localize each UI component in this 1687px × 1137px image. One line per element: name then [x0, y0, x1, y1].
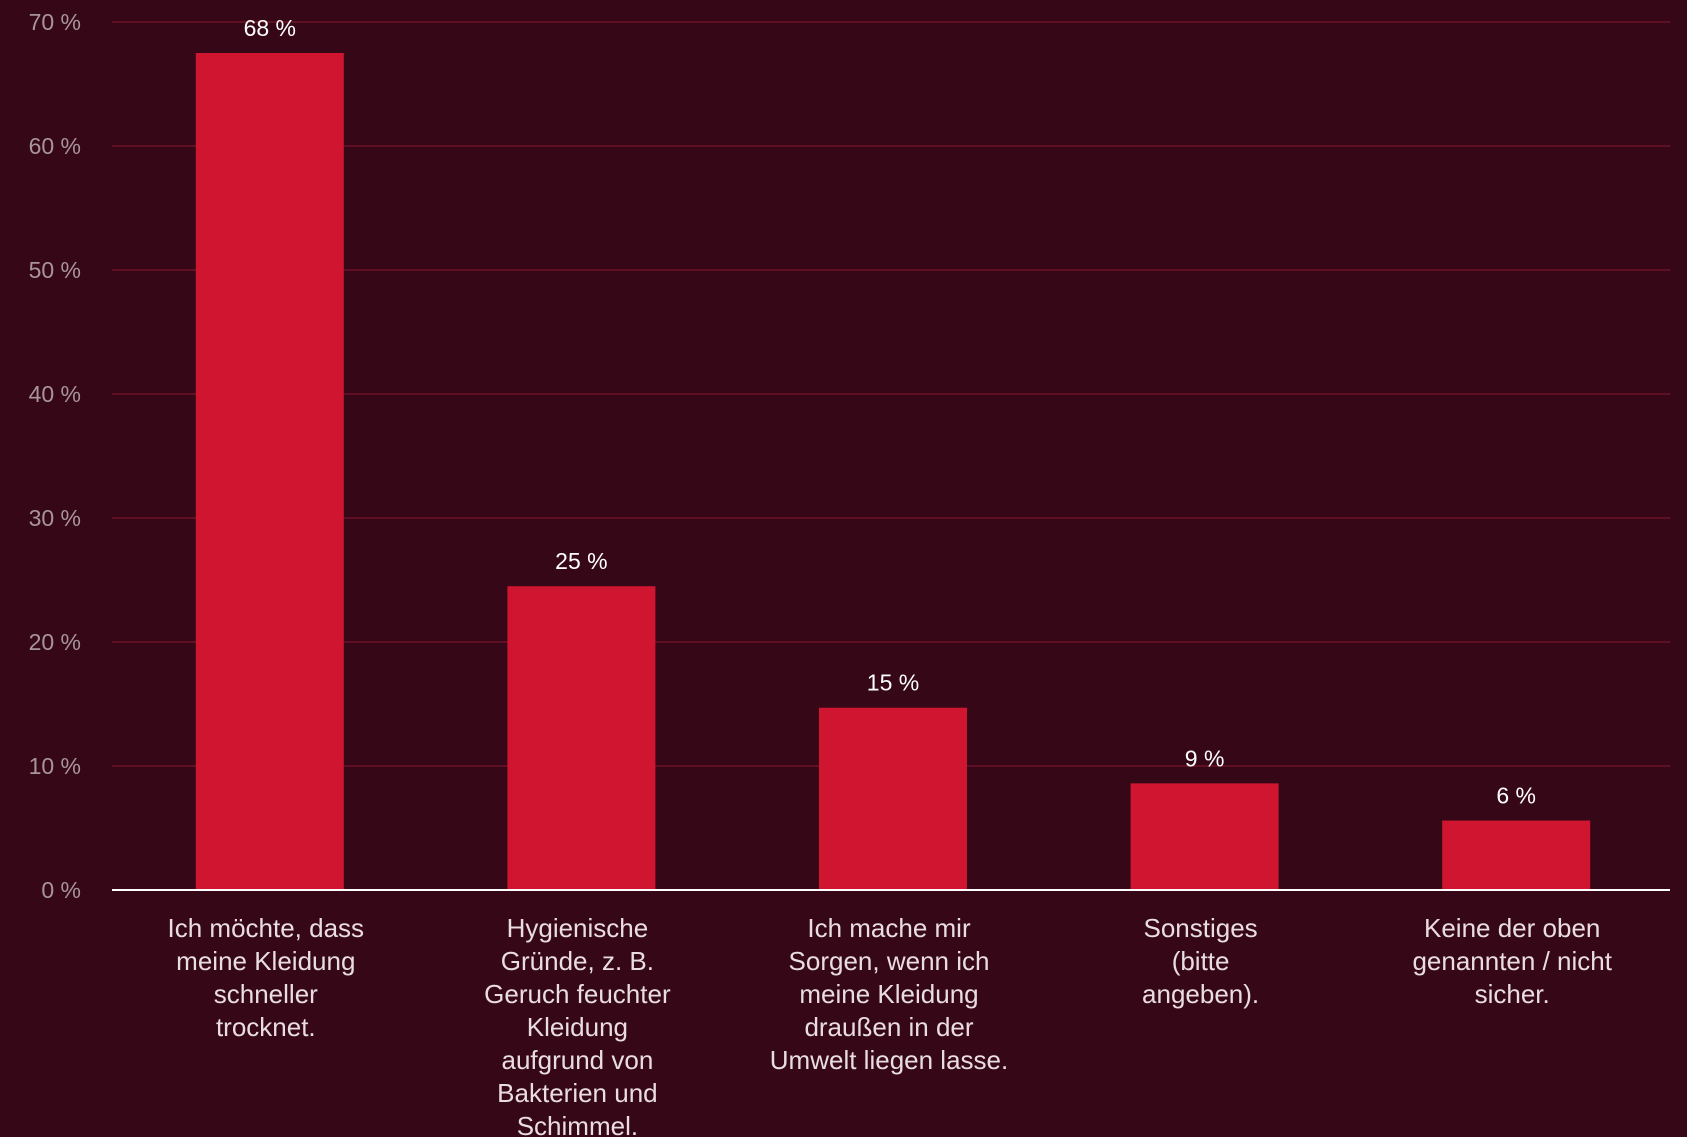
category-label-line: draußen in der	[804, 1012, 973, 1042]
category-label-line: Keine der oben	[1424, 913, 1600, 943]
value-label-1: 68 %	[244, 15, 296, 41]
y-tick-label: 70 %	[29, 9, 81, 35]
category-label-line: Schimmel.	[517, 1111, 638, 1137]
y-tick-label: 40 %	[29, 381, 81, 407]
value-label-2: 25 %	[555, 548, 607, 574]
category-label-2: Hygienische Gründe, z. B. Geruch feuchter K…	[484, 913, 671, 1137]
y-tick-label: 10 %	[29, 753, 81, 779]
y-tick-label: 0 %	[41, 877, 81, 903]
value-label-3: 15 %	[867, 670, 919, 696]
bar-5	[1442, 820, 1591, 890]
bar-4	[1130, 783, 1279, 890]
y-tick-label: 60 %	[29, 133, 81, 159]
category-label-line: Sonstiges	[1144, 913, 1258, 943]
category-label-line: trocknet.	[216, 1012, 316, 1042]
category-label-line: meine Kleidung	[799, 979, 978, 1009]
category-label-line: Umwelt liegen lasse.	[770, 1045, 1008, 1075]
category-label-line: Geruch feuchter	[484, 979, 671, 1009]
category-label-line: Gründe, z. B.	[501, 946, 654, 976]
category-label-line: angeben).	[1142, 979, 1259, 1009]
category-label-line: (bitte	[1172, 946, 1230, 976]
gridlines	[112, 21, 1670, 767]
category-label-line: Ich möchte, dass	[168, 913, 365, 943]
bar-3	[819, 707, 967, 890]
bars	[195, 53, 1591, 890]
category-label-line: schneller	[214, 979, 318, 1009]
category-label-line: Ich mache mir	[807, 913, 971, 943]
y-axis-ticks: 0 % 10 % 20 % 30 % 40 % 50 % 60 % 70 %	[29, 9, 81, 903]
y-tick-label: 50 %	[29, 257, 81, 283]
bar-1	[195, 53, 344, 890]
bar-2	[507, 586, 656, 890]
y-tick-label: 20 %	[29, 629, 81, 655]
category-label-4: Sonstiges (bitte angeben).	[1142, 913, 1259, 1009]
category-label-3: Ich mache mir Sorgen, wenn ich meine Kleid…	[770, 913, 1008, 1075]
category-label-line: aufgrund von	[502, 1045, 654, 1075]
category-label-1: Ich möchte, dass meine Kleidung schneller t…	[168, 913, 365, 1042]
category-label-line: Sorgen, wenn ich	[789, 946, 990, 976]
category-label-line: genannten / nicht	[1412, 946, 1612, 976]
value-labels: 68 % 25 % 15 % 9 % 6 %	[244, 15, 1536, 809]
value-label-4: 9 %	[1185, 745, 1225, 771]
category-label-line: meine Kleidung	[176, 946, 355, 976]
category-label-line: sicher.	[1475, 979, 1550, 1009]
category-label-5: Keine der oben genannten / nicht sicher.	[1412, 913, 1612, 1009]
category-label-line: Bakterien und	[497, 1078, 657, 1108]
y-tick-label: 30 %	[29, 505, 81, 531]
value-label-5: 6 %	[1496, 783, 1536, 809]
category-label-line: Kleidung	[527, 1012, 628, 1042]
category-label-line: Hygienische	[507, 913, 649, 943]
category-labels: Ich möchte, dass meine Kleidung schneller t…	[168, 913, 1613, 1137]
